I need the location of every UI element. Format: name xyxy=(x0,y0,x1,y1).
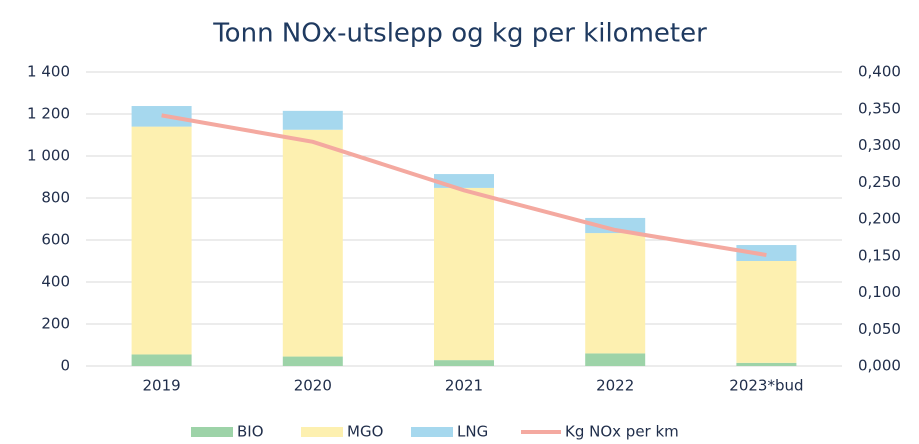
bar xyxy=(282,129,343,357)
y2-tick-label: 0,150 xyxy=(858,246,901,264)
legend-label: Kg NOx per km xyxy=(565,423,679,441)
y2-tick-label: 0,300 xyxy=(858,136,901,154)
legend-label: LNG xyxy=(457,423,488,441)
legend-swatch xyxy=(411,427,453,437)
y2-tick-label: 0,100 xyxy=(858,283,901,301)
legend-swatch xyxy=(301,427,343,437)
line xyxy=(161,113,767,257)
y-tick-label: 600 xyxy=(41,231,70,249)
bar xyxy=(585,353,646,366)
x-tick-label: 2021 xyxy=(445,377,483,395)
bar xyxy=(736,261,797,363)
y2-tick-label: 0,200 xyxy=(858,210,901,228)
bar xyxy=(434,187,494,361)
legend-label: BIO xyxy=(237,423,264,441)
y-tick-label: 800 xyxy=(41,189,70,207)
y-tick-label: 1 400 xyxy=(27,63,70,81)
bar xyxy=(585,233,646,354)
bar xyxy=(736,362,797,366)
y-tick-label: 1 000 xyxy=(27,147,70,165)
bar xyxy=(585,217,646,234)
y2-tick-label: 0,350 xyxy=(858,99,901,117)
y2-tick-label: 0,400 xyxy=(858,63,901,81)
x-tick-label: 2019 xyxy=(143,377,181,395)
bar xyxy=(434,174,494,188)
y2-tick-label: 0,000 xyxy=(858,357,901,375)
legend-label: MGO xyxy=(347,423,383,441)
bar xyxy=(131,126,192,355)
bar xyxy=(282,110,343,130)
y-tick-label: 0 xyxy=(60,357,70,375)
bar xyxy=(131,354,192,366)
y2-tick-label: 0,250 xyxy=(858,173,901,191)
bar xyxy=(282,356,343,366)
bar xyxy=(434,360,494,366)
x-tick-label: 2023*bud xyxy=(729,377,803,395)
y-tick-label: 200 xyxy=(41,315,70,333)
y-tick-label: 1 200 xyxy=(27,105,70,123)
legend-swatch xyxy=(191,427,233,437)
x-tick-label: 2022 xyxy=(596,377,634,395)
y-tick-label: 400 xyxy=(41,273,70,291)
chart-title: Tonn NOx-utslepp og kg per kilometer xyxy=(212,19,707,49)
x-tick-label: 2020 xyxy=(294,377,332,395)
y2-tick-label: 0,050 xyxy=(858,320,901,338)
